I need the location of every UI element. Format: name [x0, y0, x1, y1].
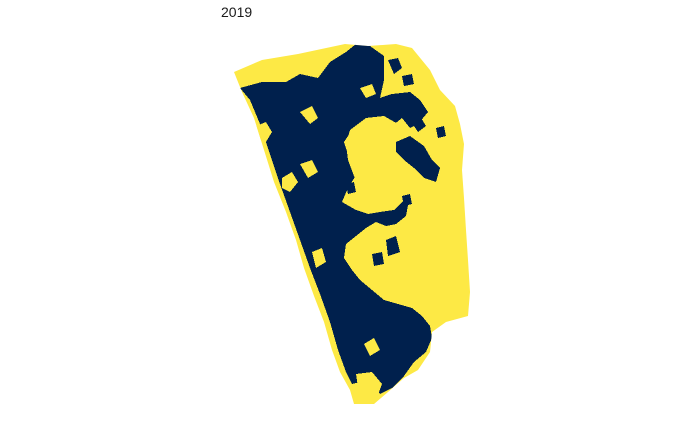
- class-b-region: [402, 74, 414, 86]
- class-a-region: [300, 160, 318, 178]
- class-a-region: [360, 84, 376, 98]
- class-b-region: [372, 252, 384, 266]
- class-b-region: [396, 136, 440, 182]
- class-a-region: [300, 106, 318, 124]
- class-a-region: [312, 248, 326, 268]
- class-b-region: [436, 126, 446, 138]
- class-b-region: [388, 58, 402, 74]
- class-b-region: [386, 236, 400, 256]
- class-b-region: [402, 194, 412, 206]
- class-b-region: [404, 324, 424, 344]
- class-a-region: [256, 122, 272, 142]
- class-a-region: [346, 116, 406, 186]
- class-a-region: [282, 172, 298, 192]
- class-b-region: [346, 182, 356, 194]
- class-a-region: [356, 372, 382, 400]
- plot-title: 2019: [221, 4, 253, 20]
- class-b-region: [240, 44, 432, 394]
- class-b-region: [410, 116, 426, 132]
- class-a-region: [364, 338, 380, 356]
